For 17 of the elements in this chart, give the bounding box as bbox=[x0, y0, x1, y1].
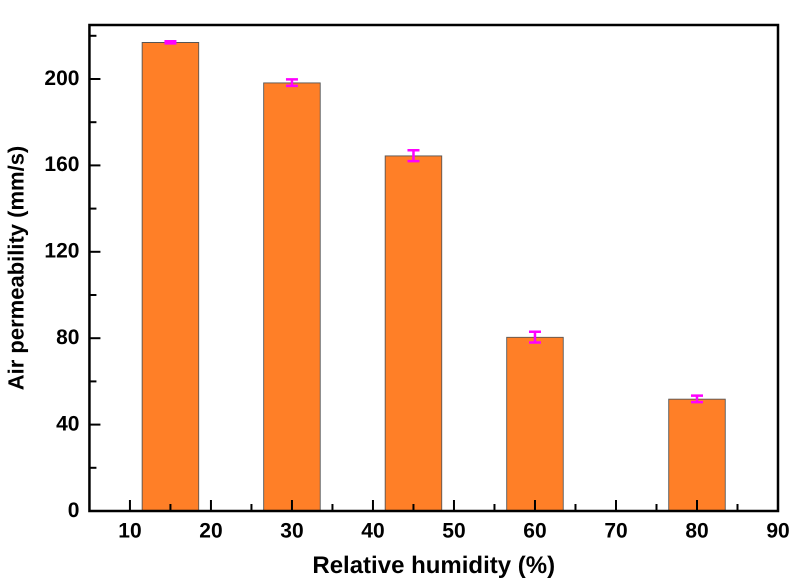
y-tick-label: 200 bbox=[44, 66, 80, 90]
x-tick-label: 40 bbox=[361, 519, 385, 542]
y-tick-label: 120 bbox=[44, 240, 80, 263]
x-tick-label: 80 bbox=[685, 519, 709, 542]
x-tick-label: 60 bbox=[523, 519, 547, 542]
y-tick-label: 160 bbox=[44, 153, 80, 176]
x-tick-label: 70 bbox=[604, 519, 628, 542]
x-axis-title: Relative humidity (%) bbox=[312, 552, 556, 580]
x-tick-label: 50 bbox=[442, 519, 466, 542]
y-tick-label: 80 bbox=[56, 326, 80, 349]
x-tick-label: 10 bbox=[118, 519, 142, 542]
y-tick-label: 0 bbox=[68, 498, 80, 522]
x-tick-label: 90 bbox=[766, 519, 790, 542]
y-axis-title: Air permeability (mm/s) bbox=[3, 146, 28, 390]
x-tick-label: 20 bbox=[199, 519, 223, 542]
x-tick-label: 30 bbox=[280, 519, 304, 542]
y-tick-label: 40 bbox=[56, 412, 80, 436]
